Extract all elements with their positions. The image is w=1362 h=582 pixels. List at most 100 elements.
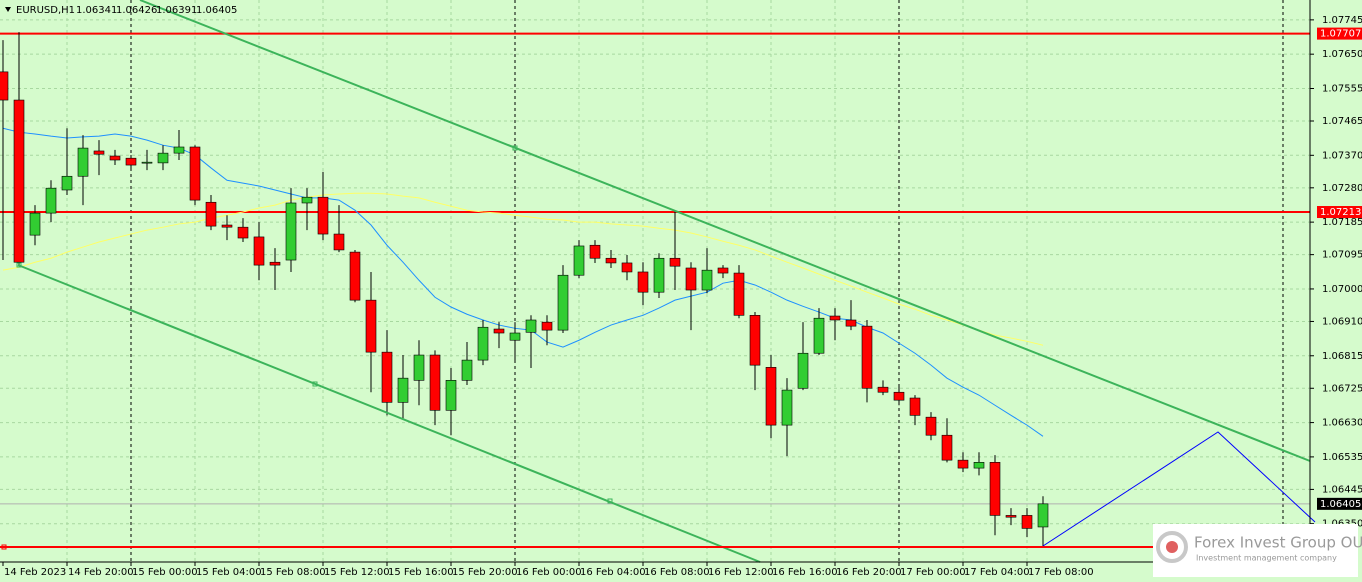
logo-icon bbox=[1166, 541, 1178, 553]
x-tick-label: 14 Feb 2023 bbox=[4, 567, 66, 578]
candle-body bbox=[109, 155, 121, 161]
anchor bbox=[607, 498, 613, 504]
candle-body bbox=[509, 332, 521, 341]
y-tick-label: 1.06725 bbox=[1322, 383, 1362, 394]
y-tick-label: 1.07555 bbox=[1322, 83, 1362, 94]
candle-body bbox=[749, 315, 761, 366]
candle-body bbox=[445, 380, 457, 411]
candle-body bbox=[13, 99, 25, 263]
level-label: 1.07213 bbox=[1320, 207, 1361, 218]
x-tick-label: 15 Feb 08:00 bbox=[260, 567, 326, 578]
candle-body bbox=[365, 299, 377, 353]
header-value: 1.06341 bbox=[76, 5, 117, 16]
candle-body bbox=[317, 196, 329, 235]
candle-body bbox=[877, 386, 889, 393]
x-tick-label: 16 Feb 16:00 bbox=[772, 567, 838, 578]
candle-body bbox=[573, 245, 585, 276]
candle-body bbox=[557, 274, 569, 331]
candle-body bbox=[141, 161, 153, 164]
candle-body bbox=[973, 462, 985, 469]
candle-body bbox=[765, 367, 777, 426]
x-tick-label: 17 Feb 04:00 bbox=[964, 567, 1030, 578]
plot bbox=[0, 32, 1310, 547]
anchor bbox=[312, 381, 318, 387]
candle-body bbox=[29, 212, 41, 236]
candle-body bbox=[829, 315, 841, 321]
y-tick-label: 1.07650 bbox=[1322, 49, 1362, 60]
candle-body bbox=[701, 269, 713, 291]
y-tick-label: 1.07000 bbox=[1322, 284, 1362, 295]
candle-body bbox=[781, 389, 793, 426]
watermark: Forex Invest Group OU Investment managem… bbox=[1153, 524, 1362, 577]
candle-body bbox=[77, 147, 89, 177]
x-tick-label: 15 Feb 12:00 bbox=[324, 567, 390, 578]
y-tick-label: 1.07745 bbox=[1322, 15, 1362, 26]
grid bbox=[0, 0, 1310, 562]
y-tick-label: 1.07370 bbox=[1322, 150, 1362, 161]
last-price-label: 1.06405 bbox=[1320, 499, 1361, 510]
candle-body bbox=[125, 157, 137, 166]
candle-body bbox=[717, 267, 729, 274]
x-tick-label: 16 Feb 20:00 bbox=[836, 567, 902, 578]
level-label: 1.07707 bbox=[1320, 29, 1361, 40]
y-tick-label: 1.06445 bbox=[1322, 484, 1362, 495]
y-tick-label: 1.06815 bbox=[1322, 351, 1362, 362]
header: EURUSD,H1 bbox=[5, 5, 75, 16]
y-tick-label: 1.07095 bbox=[1322, 250, 1362, 261]
candle-body bbox=[45, 187, 57, 214]
anchor bbox=[512, 145, 518, 151]
candle-body bbox=[989, 462, 1001, 516]
candle-body bbox=[637, 271, 649, 293]
y-tick-label: 1.06910 bbox=[1322, 316, 1362, 327]
candle-body bbox=[845, 319, 857, 327]
candle-body bbox=[1005, 515, 1017, 518]
menu-arrow bbox=[5, 7, 11, 12]
candle-body bbox=[237, 226, 249, 239]
candle-body bbox=[605, 257, 617, 264]
projection-line bbox=[1042, 431, 1316, 547]
x-tick-label: 15 Feb 04:00 bbox=[196, 567, 262, 578]
candle-body bbox=[413, 354, 425, 381]
x-tick-label: 15 Feb 20:00 bbox=[452, 567, 518, 578]
candle-body bbox=[333, 233, 345, 251]
candle-body bbox=[589, 244, 601, 259]
y-tick-label: 1.07185 bbox=[1322, 217, 1362, 228]
candle-body bbox=[669, 257, 681, 267]
symbol: EURUSD,H1 bbox=[16, 5, 75, 16]
x-tick-label: 16 Feb 04:00 bbox=[580, 567, 646, 578]
axes: 1.07745 1.07650 1.07555 1.07465 1.07370 1.072… bbox=[2, 15, 1362, 578]
candle-body bbox=[157, 152, 169, 164]
candle-body bbox=[525, 319, 537, 333]
y-tick-label: 1.07465 bbox=[1322, 116, 1362, 127]
candle-body bbox=[93, 150, 105, 155]
moving-average bbox=[2, 192, 1044, 346]
x-tick-label: 17 Feb 08:00 bbox=[1028, 567, 1094, 578]
x-tick-label: 17 Feb 00:00 bbox=[900, 567, 966, 578]
logo-subtitle: Investment management company bbox=[1196, 554, 1337, 563]
trend-line bbox=[139, 0, 1311, 462]
candle-body bbox=[893, 391, 905, 401]
candle-body bbox=[653, 257, 665, 293]
anchor bbox=[1, 544, 7, 550]
x-tick-label: 16 Feb 08:00 bbox=[644, 567, 710, 578]
drawings bbox=[0, 0, 1316, 563]
level-label-box bbox=[1317, 206, 1362, 219]
header-value: 1.06426 bbox=[116, 5, 157, 16]
candle-body bbox=[221, 224, 233, 228]
y-tick-label: 1.07280 bbox=[1322, 183, 1362, 194]
level-label-box bbox=[1317, 27, 1362, 40]
candle-body bbox=[173, 146, 185, 154]
candle-body bbox=[1021, 515, 1033, 529]
candle-body bbox=[733, 272, 745, 316]
candle-body bbox=[285, 202, 297, 261]
candle-body bbox=[269, 261, 281, 266]
candle-body bbox=[0, 71, 9, 101]
candle-body bbox=[621, 262, 633, 273]
x-tick-label: 16 Feb 00:00 bbox=[516, 567, 582, 578]
candle-body bbox=[477, 326, 489, 361]
header-value: 1.06405 bbox=[196, 5, 237, 16]
logo-title: Forex Invest Group OU bbox=[1194, 534, 1362, 552]
